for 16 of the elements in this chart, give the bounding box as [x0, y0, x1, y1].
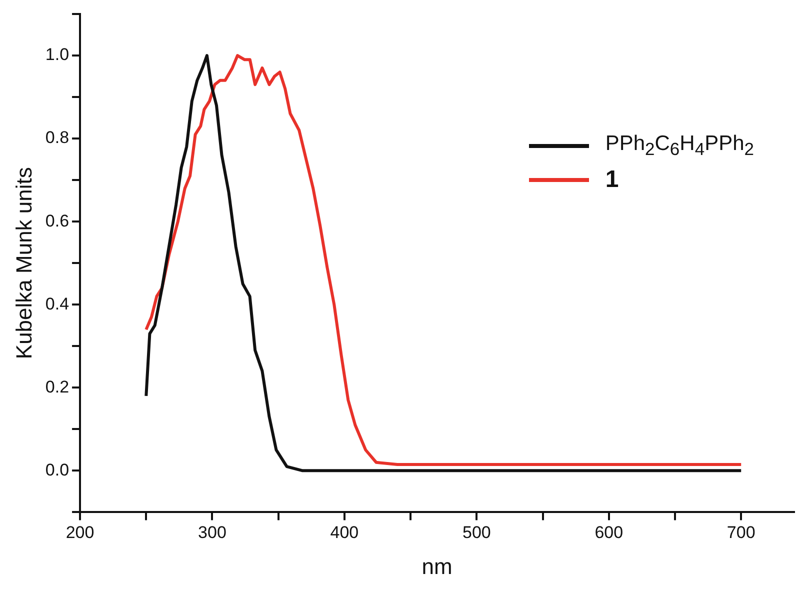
x-tick-label: 200: [66, 523, 94, 542]
y-tick-label: 1.0: [45, 45, 70, 64]
legend-label: PPh$_{2}$C$_{6}$H$_{4}$PPh$_{2}$: [605, 132, 754, 160]
y-tick-label: 0.0: [45, 460, 70, 480]
x-tick-label: 700: [726, 523, 756, 542]
y-tick-label: 0.2: [45, 377, 70, 396]
x-tick-label: 500: [462, 523, 491, 542]
x-tick-label: 600: [594, 523, 624, 542]
y-axis-title: Kubelka Munk units: [11, 167, 36, 360]
y-tick-label: 0.6: [45, 211, 70, 230]
legend-label: 1: [605, 166, 619, 194]
x-tick-label: 300: [198, 523, 226, 542]
y-tick-label: 0.4: [45, 294, 70, 314]
x-axis-title: nm: [422, 554, 452, 579]
x-tick-label: 400: [330, 523, 359, 542]
y-tick-label: 0.8: [45, 128, 70, 148]
